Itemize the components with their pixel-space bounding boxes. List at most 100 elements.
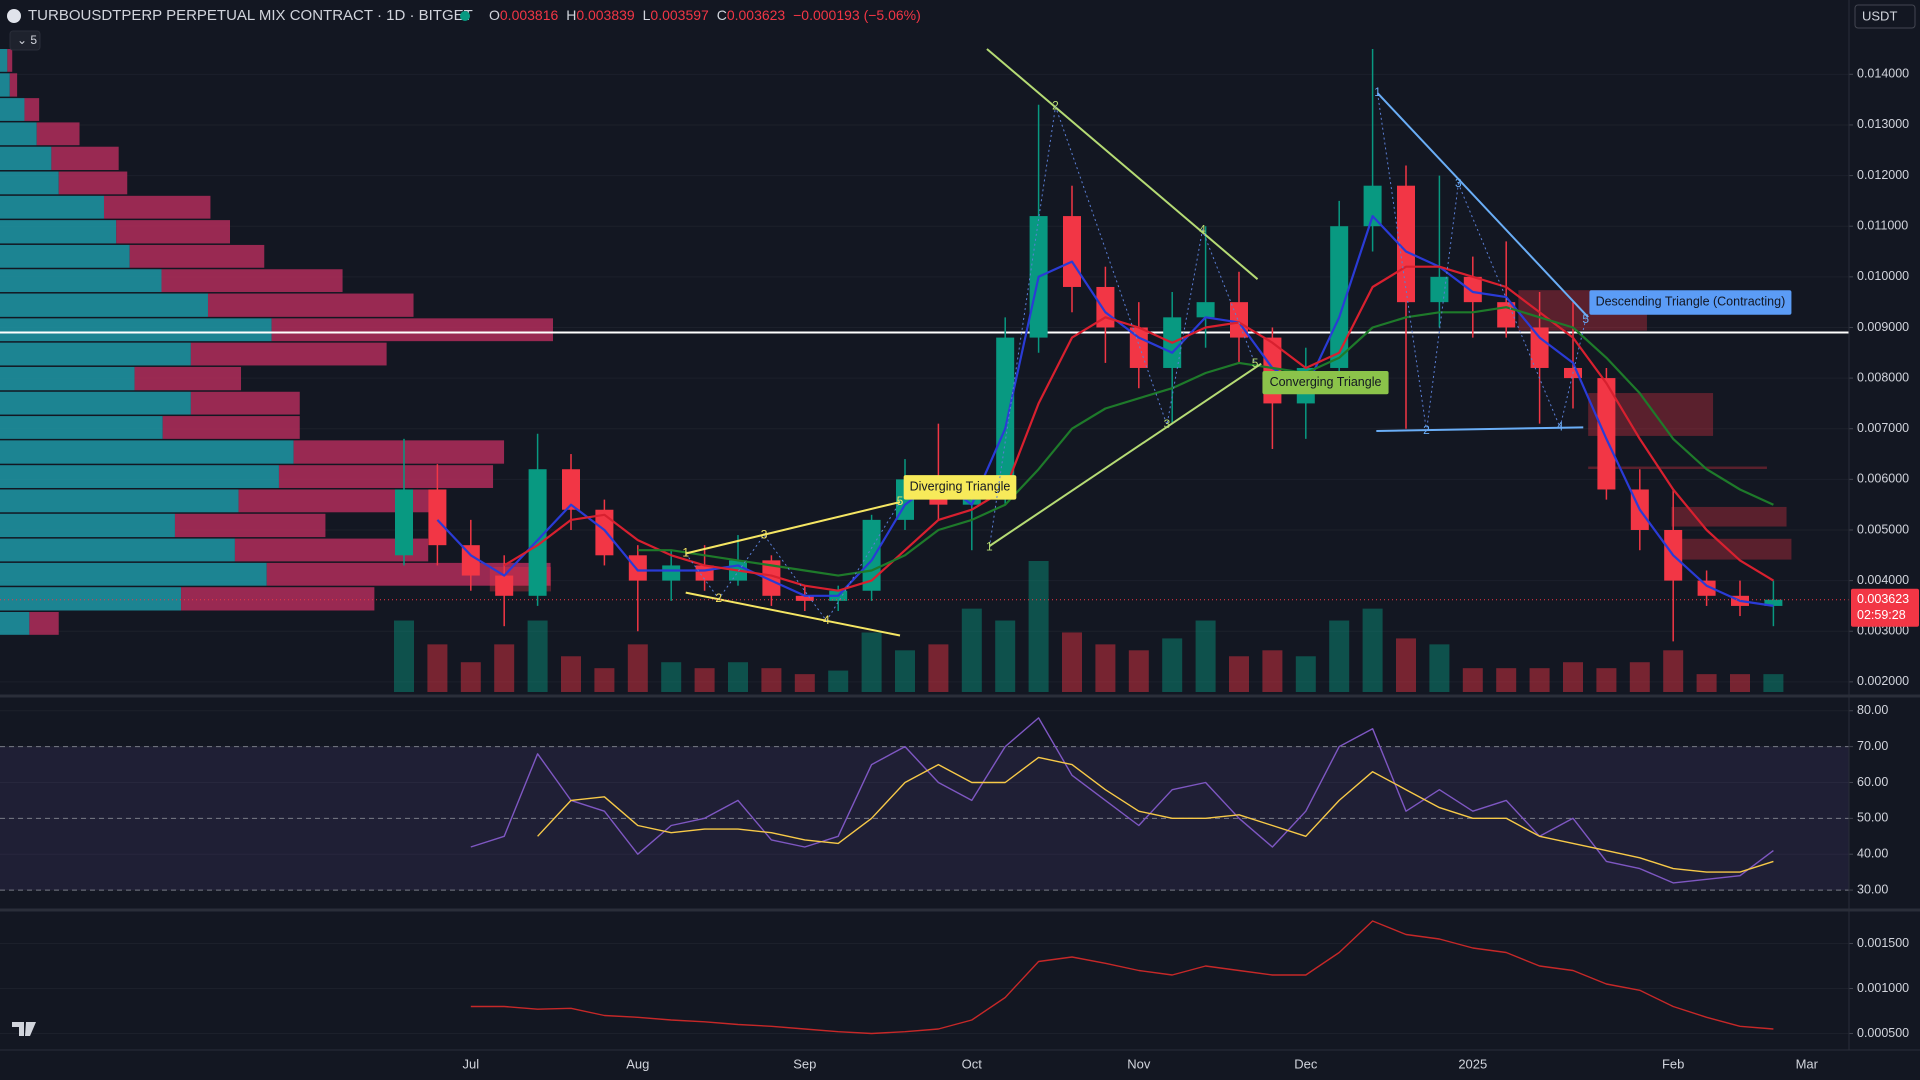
y-tick-label: 0.005000 bbox=[1857, 522, 1909, 536]
last-price-box bbox=[1851, 588, 1919, 627]
pattern-point-label: 5 bbox=[1582, 312, 1589, 326]
pattern-point-label: 1 bbox=[682, 546, 689, 560]
pattern-line bbox=[1376, 426, 1584, 433]
profile-up bbox=[0, 587, 182, 611]
candle-body bbox=[1764, 599, 1783, 606]
y-tick-label: 0.000500 bbox=[1857, 1026, 1909, 1040]
ohlc-change: −0.000193 (−5.06%) bbox=[793, 7, 921, 23]
volume-bar bbox=[427, 644, 448, 692]
y-tick-label: 0.002000 bbox=[1857, 674, 1909, 688]
volume-bar bbox=[627, 644, 648, 692]
profile-up bbox=[0, 612, 30, 635]
tradingview-logo[interactable] bbox=[12, 1022, 36, 1036]
profile-up bbox=[0, 318, 272, 342]
volume-bar bbox=[1629, 662, 1650, 692]
profile-up bbox=[0, 220, 117, 244]
pattern-point-label: 5 bbox=[897, 494, 904, 508]
candle-body bbox=[428, 489, 447, 546]
volume-bar bbox=[1396, 638, 1416, 692]
ohlc-label: O bbox=[489, 7, 500, 23]
profile-up bbox=[0, 171, 59, 195]
profile-up bbox=[0, 195, 104, 219]
supply-zone bbox=[1588, 466, 1767, 469]
pattern-label: Diverging Triangle bbox=[910, 480, 1011, 494]
y-tick-label: 0.009000 bbox=[1857, 320, 1909, 334]
profile-down bbox=[271, 318, 553, 342]
volume-bar bbox=[1028, 561, 1049, 692]
candle-body bbox=[628, 555, 647, 581]
candle-body bbox=[662, 565, 681, 581]
volume-bar bbox=[394, 620, 414, 692]
volume-bar bbox=[828, 670, 849, 692]
candle-body bbox=[1430, 276, 1449, 303]
x-tick-label: Oct bbox=[962, 1056, 983, 1071]
profile-down bbox=[36, 122, 80, 146]
y-tick-label: 0.012000 bbox=[1857, 168, 1909, 182]
candle-body bbox=[1697, 580, 1716, 596]
pattern-point-label: 2 bbox=[715, 591, 722, 605]
profile-up bbox=[0, 562, 267, 586]
ohlc-value: 0.003816 bbox=[500, 7, 559, 23]
x-tick-label: 2025 bbox=[1458, 1056, 1487, 1071]
ohlc-value: 0.003839 bbox=[576, 7, 635, 23]
pattern-point-label: 1 bbox=[1374, 85, 1381, 99]
pattern-zigzag bbox=[685, 501, 901, 622]
pattern-point-label: 3 bbox=[761, 527, 768, 541]
pattern-point-label: 3 bbox=[1455, 176, 1462, 190]
pattern-label-box bbox=[903, 475, 1017, 500]
x-tick-label: Aug bbox=[626, 1056, 649, 1071]
profile-down bbox=[238, 489, 431, 513]
y-tick-label: 70.00 bbox=[1857, 739, 1888, 753]
y-tick-label: 0.014000 bbox=[1857, 67, 1909, 81]
volume-bar bbox=[1730, 674, 1750, 692]
volume-bar bbox=[1663, 650, 1684, 692]
profile-up bbox=[0, 146, 52, 171]
pattern-label-box bbox=[1262, 371, 1389, 395]
symbol-icon bbox=[7, 9, 21, 23]
candle-body bbox=[1597, 378, 1616, 490]
profile-down bbox=[134, 366, 242, 391]
profile-up bbox=[0, 416, 163, 439]
volume-bar bbox=[661, 662, 682, 692]
y-tick-label: 0.013000 bbox=[1857, 117, 1909, 131]
pattern-line bbox=[1376, 92, 1589, 318]
x-tick-label: Nov bbox=[1127, 1056, 1151, 1071]
candle-body bbox=[695, 565, 714, 581]
candle-body bbox=[528, 469, 547, 596]
supply-zone bbox=[1671, 538, 1792, 560]
profile-up bbox=[0, 513, 175, 538]
candle-body bbox=[1063, 216, 1081, 287]
y-tick-label: 0.008000 bbox=[1857, 370, 1909, 384]
status-dot bbox=[460, 11, 470, 21]
candle-body bbox=[562, 469, 580, 510]
ohlc-label: L bbox=[643, 7, 651, 23]
volume-bar bbox=[1763, 674, 1784, 692]
volume-bar bbox=[1462, 668, 1483, 692]
x-tick-label: Mar bbox=[1796, 1056, 1819, 1071]
ohlc-label: C bbox=[717, 7, 727, 23]
volume-bar bbox=[961, 608, 982, 692]
candle-body bbox=[1096, 286, 1115, 328]
pattern-zigzag bbox=[1377, 92, 1587, 432]
volume-bar bbox=[1329, 620, 1350, 692]
profile-up bbox=[0, 440, 294, 464]
y-tick-label: 30.00 bbox=[1857, 882, 1888, 896]
pattern-line bbox=[986, 48, 1259, 280]
pattern-label: Converging Triangle bbox=[1270, 375, 1382, 389]
pattern-label: Descending Triangle (Contracting) bbox=[1596, 295, 1786, 309]
currency-selector[interactable] bbox=[1854, 4, 1916, 29]
profile-down bbox=[129, 244, 265, 268]
volume-bar bbox=[1229, 656, 1249, 692]
x-tick-label: Sep bbox=[793, 1056, 816, 1071]
indicators-toggle[interactable] bbox=[9, 30, 41, 51]
candle-body bbox=[862, 519, 881, 591]
volume-bar bbox=[861, 632, 882, 692]
y-tick-label: 0.011000 bbox=[1857, 219, 1908, 233]
candle-body bbox=[1363, 185, 1382, 227]
volume-bar bbox=[895, 650, 915, 692]
volume-bar bbox=[794, 674, 815, 692]
ohlc-value: 0.003623 bbox=[727, 7, 786, 23]
volume-bar bbox=[928, 644, 949, 692]
symbol-title: TURBOUSDTPERP PERPETUAL MIX CONTRACT · 1… bbox=[28, 7, 473, 24]
